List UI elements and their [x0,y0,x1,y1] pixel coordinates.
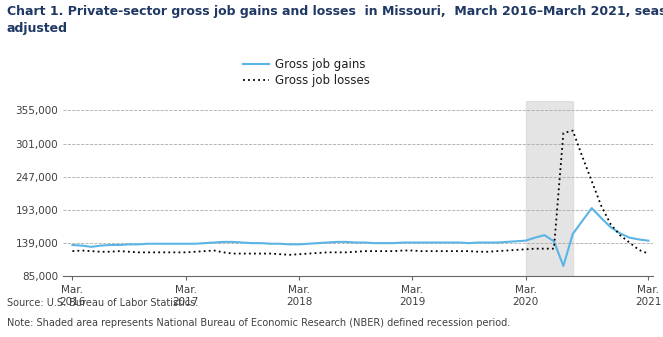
Text: Note: Shaded area represents National Bureau of Economic Research (NBER) defined: Note: Shaded area represents National Bu… [7,318,510,329]
Legend: Gross job gains, Gross job losses: Gross job gains, Gross job losses [238,53,374,92]
Text: Source: U.S. Bureau of Labor Statistics.: Source: U.S. Bureau of Labor Statistics. [7,298,198,308]
Text: Chart 1. Private-sector gross job gains and losses  in Missouri,  March 2016–Mar: Chart 1. Private-sector gross job gains … [7,5,663,35]
Bar [526,101,573,276]
